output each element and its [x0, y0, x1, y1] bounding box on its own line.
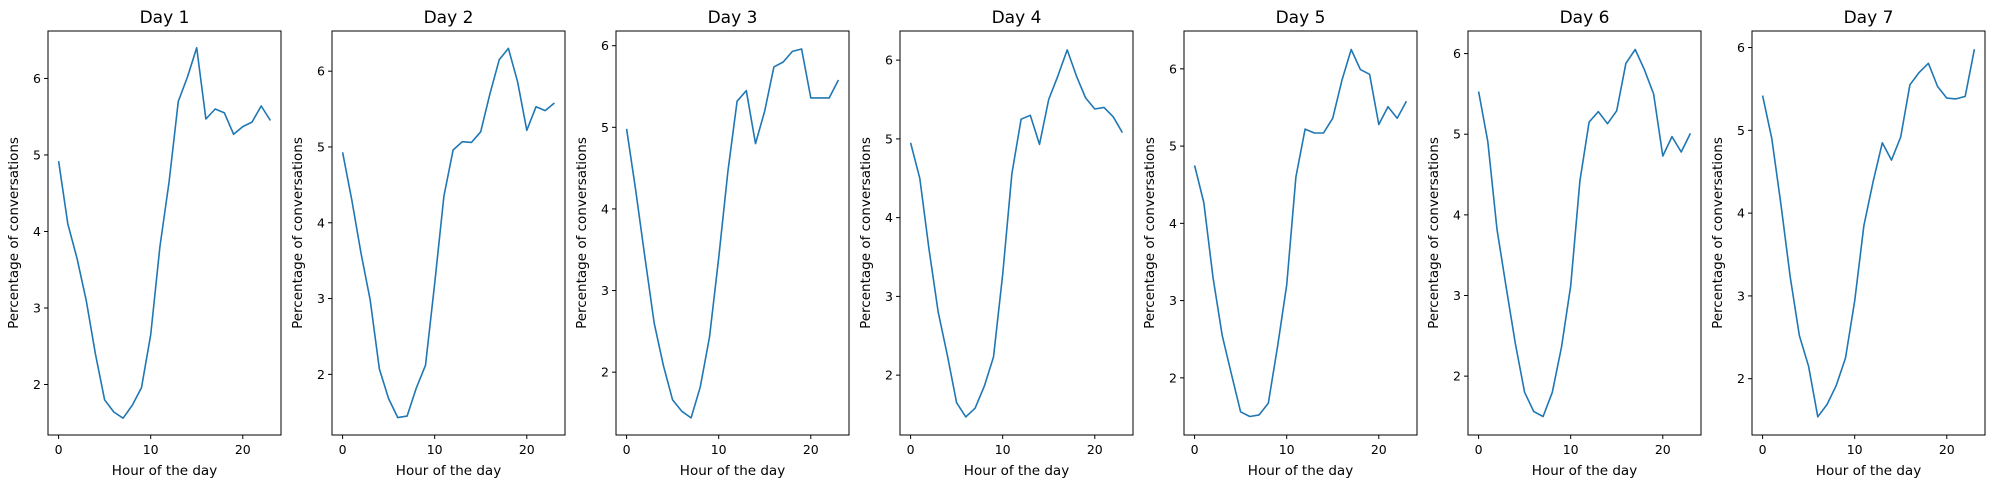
subplot-day-4: Day 4 0 10 20 2 3 4 5 6 Hour of the day Percentage…	[858, 8, 1134, 479]
x-tick-label: 20	[1087, 442, 1103, 457]
x-tick-label: 0	[1191, 442, 1199, 457]
subplot-day-3: Day 3 0 10 20 2 3 4 5 6 Hour of the day Percentage…	[574, 8, 850, 479]
y-tick-label: 2	[1169, 370, 1177, 385]
y-tick-label: 2	[601, 365, 609, 380]
x-tick-label: 10	[1563, 442, 1579, 457]
x-axis-label: Hour of the day	[1816, 463, 1921, 479]
x-tick-label: 0	[1759, 442, 1767, 457]
y-tick-label: 2	[1737, 371, 1745, 386]
y-tick-label: 2	[33, 377, 41, 392]
x-tick-label: 20	[803, 442, 819, 457]
y-tick-label: 3	[33, 300, 41, 315]
x-tick-label: 0	[339, 442, 347, 457]
series-line	[909, 49, 1124, 418]
y-axis-label: Percentage of conversations	[1710, 137, 1726, 329]
subplot-day-7: Day 7 0 10 20 2 3 4 5 6 Hour of the day Percentage…	[1710, 8, 1986, 479]
x-tick-label: 10	[143, 442, 159, 457]
series-line	[625, 48, 840, 419]
y-axis-label: Percentage of conversations	[6, 137, 22, 329]
subplot-title: Day 6	[1560, 8, 1610, 28]
x-axis-label: Hour of the day	[680, 463, 785, 479]
y-tick-label: 6	[1737, 40, 1745, 55]
y-tick-label: 6	[33, 71, 41, 86]
y-axis-label: Percentage of conversations	[1142, 137, 1158, 329]
y-tick-label: 3	[1453, 288, 1461, 303]
x-tick-label: 20	[235, 442, 251, 457]
x-axis-label: Hour of the day	[112, 463, 217, 479]
x-tick-label: 20	[1655, 442, 1671, 457]
series-line	[341, 47, 555, 419]
y-tick-label: 5	[1453, 127, 1461, 142]
subplot-title: Day 4	[992, 8, 1042, 28]
y-tick-label: 3	[1737, 288, 1745, 303]
y-tick-label: 5	[601, 120, 609, 135]
y-tick-label: 4	[1169, 216, 1177, 231]
subplot-day-1: Day 1 0 10 20 2 3 4 5 6 Hour of the day Percentage…	[6, 8, 282, 479]
y-tick-label: 3	[317, 291, 325, 306]
y-tick-label: 6	[317, 64, 325, 79]
y-axis-label: Percentage of conversations	[858, 137, 874, 329]
y-tick-label: 2	[317, 367, 325, 382]
y-tick-label: 4	[317, 215, 325, 230]
y-tick-label: 4	[601, 201, 609, 216]
subplot-day-6: Day 6 0 10 20 2 3 4 5 6 Hour of the day Percentage…	[1426, 8, 1702, 479]
y-tick-label: 5	[317, 139, 325, 154]
y-tick-label: 4	[1453, 207, 1461, 222]
subplot-title: Day 2	[424, 8, 474, 28]
axes-frame	[1751, 30, 1986, 436]
x-tick-label: 0	[907, 442, 915, 457]
y-tick-label: 4	[1737, 206, 1745, 221]
subplot-title: Day 1	[140, 8, 190, 28]
series-line	[1761, 49, 1976, 418]
x-axis-label: Hour of the day	[1532, 463, 1637, 479]
x-tick-label: 0	[1475, 442, 1483, 457]
x-axis-label: Hour of the day	[1248, 463, 1353, 479]
y-tick-label: 6	[1453, 46, 1461, 61]
y-tick-label: 5	[1169, 139, 1177, 154]
y-axis-label: Percentage of conversations	[574, 137, 590, 329]
y-tick-label: 4	[33, 224, 41, 239]
subplot-day-5: Day 5 0 10 20 2 3 4 5 6 Hour of the day Percentage…	[1142, 8, 1418, 479]
axes-frame	[331, 30, 566, 436]
x-tick-label: 0	[55, 442, 63, 457]
y-tick-label: 3	[885, 289, 893, 304]
x-tick-label: 10	[1279, 442, 1295, 457]
y-tick-label: 6	[601, 38, 609, 53]
x-tick-label: 20	[519, 442, 535, 457]
y-tick-label: 4	[885, 210, 893, 225]
y-axis-label: Percentage of conversations	[290, 137, 306, 329]
series-line	[1193, 48, 1408, 418]
x-tick-label: 20	[1939, 442, 1955, 457]
y-tick-label: 2	[885, 368, 893, 383]
axes-frame	[899, 30, 1134, 436]
axes-frame	[1467, 30, 1702, 436]
subplot-title: Day 7	[1844, 8, 1894, 28]
y-tick-label: 3	[1169, 293, 1177, 308]
y-tick-label: 5	[33, 147, 41, 162]
subplot-title: Day 5	[1276, 8, 1326, 28]
y-axis-label: Percentage of conversations	[1426, 137, 1442, 329]
y-tick-label: 2	[1453, 369, 1461, 384]
axes-frame	[615, 30, 850, 436]
x-tick-label: 10	[427, 442, 443, 457]
series-line	[1477, 48, 1692, 418]
x-tick-label: 10	[1847, 442, 1863, 457]
subplot-title: Day 3	[708, 8, 758, 28]
y-tick-label: 5	[1737, 123, 1745, 138]
y-tick-label: 5	[885, 131, 893, 146]
y-tick-label: 6	[885, 53, 893, 68]
x-tick-label: 10	[711, 442, 727, 457]
axes-frame	[47, 30, 282, 436]
x-axis-label: Hour of the day	[396, 463, 501, 479]
x-tick-label: 20	[1371, 442, 1387, 457]
x-tick-label: 0	[623, 442, 631, 457]
x-tick-label: 10	[995, 442, 1011, 457]
y-tick-label: 3	[601, 283, 609, 298]
subplot-day-2: Day 2 0 10 20 2 3 4 5 6 Hour of the day Percentage…	[290, 8, 566, 479]
series-line	[57, 46, 272, 420]
y-tick-label: 6	[1169, 61, 1177, 76]
axes-frame	[1183, 30, 1418, 436]
x-axis-label: Hour of the day	[964, 463, 1069, 479]
